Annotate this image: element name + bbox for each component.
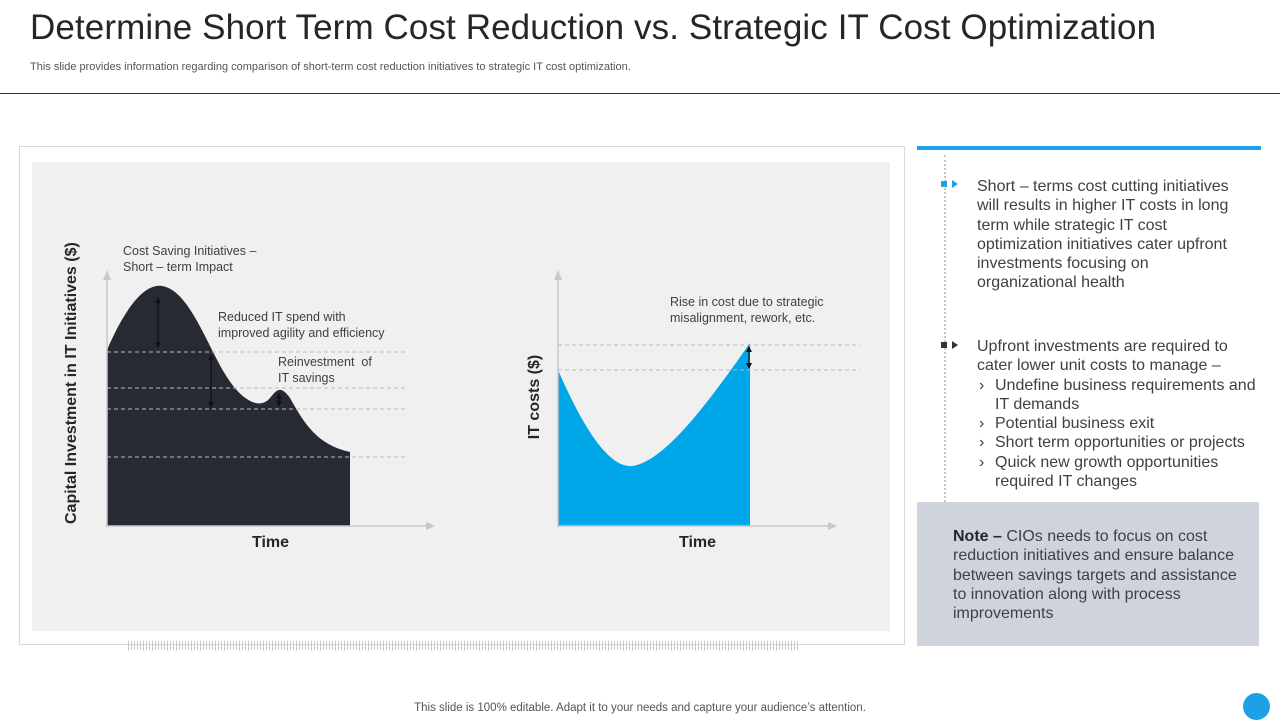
note-text: Note – CIOs needs to focus on cost reduc…	[953, 527, 1243, 623]
list-item: Undefine business requirements and IT de…	[977, 376, 1257, 415]
footer-text: This slide is 100% editable. Adapt it to…	[414, 702, 866, 714]
frame-tick-strip	[128, 641, 798, 650]
bullet-marker-1	[941, 180, 958, 189]
right-y-axis-arrowhead	[554, 270, 562, 280]
left-guide-lines	[107, 351, 405, 458]
panel-point-2: Upfront investments are required to cate…	[977, 337, 1257, 491]
left-y-axis-label: Capital Investment in IT Initiatives ($)	[63, 242, 80, 524]
slide-subtitle: This slide provides information regardin…	[30, 61, 631, 73]
left-chart	[103, 270, 435, 530]
annotation-rise-in-cost: Rise in cost due to strategic misalignme…	[670, 295, 824, 325]
corner-dot	[1243, 693, 1270, 720]
triangle-bullet-icon	[952, 180, 958, 188]
left-y-axis-arrowhead	[103, 270, 111, 280]
square-bullet-icon	[941, 181, 947, 187]
triangle-bullet-icon	[952, 341, 958, 349]
header-divider	[0, 93, 1280, 94]
panel-point-2-list: Undefine business requirements and IT de…	[977, 376, 1257, 492]
annotation-reduced-spend: Reduced IT spend with improved agility a…	[218, 310, 385, 340]
list-item: Potential business exit	[977, 414, 1257, 434]
bullet-marker-2	[941, 341, 958, 350]
annotation-reinvestment: Reinvestment of IT savings	[278, 355, 372, 385]
list-item: Quick new growth opportunities required …	[977, 453, 1257, 492]
slide-title: Determine Short Term Cost Reduction vs. …	[30, 8, 1157, 47]
left-x-axis-label: Time	[252, 534, 290, 551]
right-x-axis-arrowhead	[828, 522, 837, 530]
note-body: CIOs needs to focus on cost reduction in…	[953, 528, 1237, 623]
panel-point-1: Short – terms cost cutting initiatives w…	[977, 178, 1229, 292]
right-guide-lines	[558, 344, 860, 371]
panel-dotted-connector	[944, 155, 946, 502]
right-chart	[554, 270, 860, 530]
right-y-axis-label: IT costs ($)	[526, 354, 543, 440]
left-chart-area	[107, 285, 350, 526]
annotation-cost-saving: Cost Saving Initiatives – Short – term I…	[123, 244, 257, 274]
list-item: Short term opportunities or projects	[977, 433, 1257, 453]
note-label: Note –	[953, 528, 1002, 545]
right-chart-area	[558, 343, 750, 526]
panel-accent-bar	[917, 146, 1261, 150]
square-bullet-icon	[941, 342, 947, 348]
panel-point-2-intro: Upfront investments are required to cate…	[977, 338, 1228, 375]
left-x-axis-arrowhead	[426, 522, 435, 530]
right-x-axis-label: Time	[679, 534, 717, 551]
note-box: Note – CIOs needs to focus on cost reduc…	[917, 502, 1259, 646]
